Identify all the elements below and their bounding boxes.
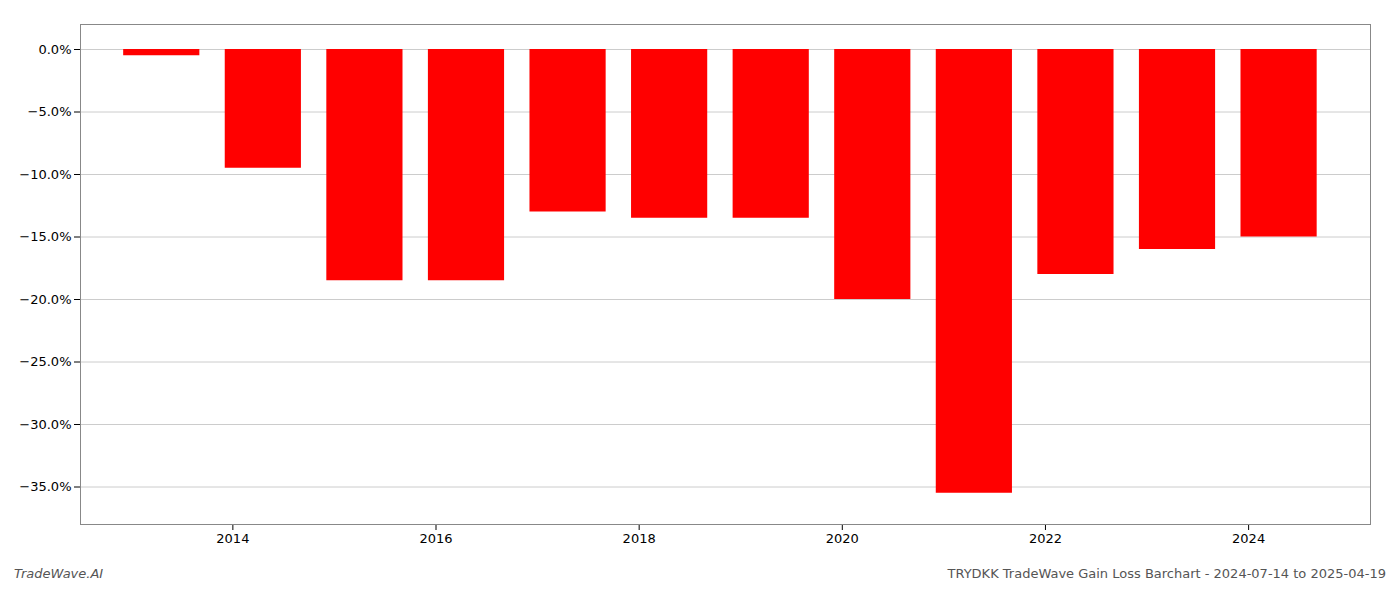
- svg-text:−5.0%: −5.0%: [28, 104, 72, 119]
- svg-text:−35.0%: −35.0%: [19, 479, 71, 494]
- svg-text:2020: 2020: [826, 531, 859, 546]
- svg-text:2018: 2018: [623, 531, 656, 546]
- html-text:TRYDKK TradeWave Gain Loss Bar: TRYDKK TradeWave Gain Loss Barchart - 20…: [947, 566, 1386, 581]
- svg-text:2022: 2022: [1029, 531, 1062, 546]
- svg-text:0.0%: 0.0%: [38, 42, 71, 57]
- svg-text:2014: 2014: [216, 531, 249, 546]
- svg-text:−20.0%: −20.0%: [19, 292, 71, 307]
- svg-text:−30.0%: −30.0%: [19, 417, 71, 432]
- svg-text:−10.0%: −10.0%: [19, 167, 71, 182]
- html-text:TradeWave.AI: TradeWave.AI: [14, 566, 104, 581]
- svg-text:2016: 2016: [419, 531, 452, 546]
- svg-text:−25.0%: −25.0%: [19, 354, 71, 369]
- svg-text:−15.0%: −15.0%: [19, 229, 71, 244]
- svg-text:2024: 2024: [1232, 531, 1265, 546]
